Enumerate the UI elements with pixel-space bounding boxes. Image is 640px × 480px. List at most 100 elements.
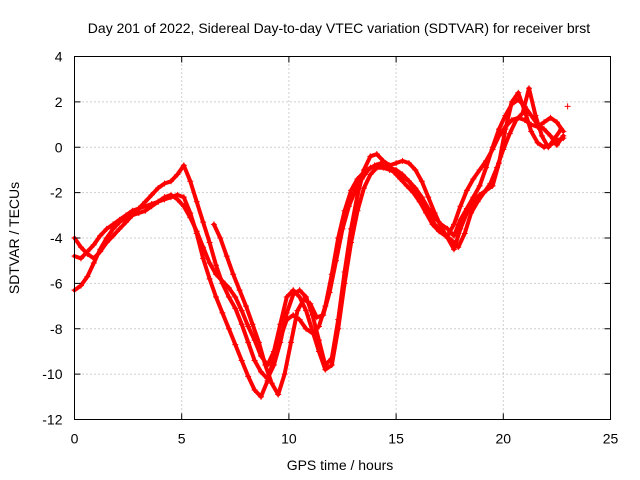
data-point (213, 271, 220, 278)
data-point (167, 191, 174, 198)
data-point (213, 293, 220, 300)
data-point (487, 180, 494, 187)
data-point (489, 144, 496, 151)
data-point (255, 339, 262, 346)
data-point (333, 257, 340, 264)
data-point (322, 366, 329, 373)
data-point (481, 189, 488, 196)
data-point (412, 185, 419, 192)
data-point (418, 178, 425, 185)
series-track-2 (71, 89, 567, 382)
data-point (213, 262, 220, 269)
chart-title: Day 201 of 2022, Sidereal Day-to-day VTE… (88, 20, 590, 36)
data-point (238, 357, 245, 364)
data-point (281, 371, 288, 378)
data-point (270, 362, 277, 369)
series-line (211, 86, 564, 397)
data-point (296, 293, 303, 300)
data-point (354, 207, 361, 214)
data-point (461, 230, 468, 237)
data-point (142, 198, 149, 205)
data-point (277, 339, 284, 346)
x-tick-label: 15 (388, 431, 404, 447)
data-point (77, 244, 84, 251)
x-tick-label: 5 (178, 431, 186, 447)
data-point (513, 117, 520, 124)
data-point (223, 253, 230, 260)
data-point (538, 132, 545, 139)
data-point (348, 239, 355, 246)
data-point (326, 289, 333, 296)
data-point (142, 207, 149, 214)
data-point (393, 160, 400, 167)
data-point (206, 275, 213, 282)
data-point (315, 348, 322, 355)
data-point (180, 162, 187, 169)
x-tick-label: 20 (496, 431, 512, 447)
data-point (429, 221, 436, 228)
outlier-point (564, 103, 571, 110)
data-point (180, 203, 187, 210)
data-point (457, 203, 464, 210)
data-point (418, 194, 425, 201)
data-point (470, 194, 477, 201)
x-tick-label: 25 (603, 431, 619, 447)
data-point (225, 293, 232, 300)
data-point (455, 244, 462, 251)
data-point (425, 205, 432, 212)
data-point (378, 160, 385, 167)
data-point (320, 312, 327, 319)
data-point (236, 287, 243, 294)
data-point (97, 232, 104, 239)
y-tick-label: 2 (55, 94, 63, 110)
data-point (515, 96, 522, 103)
data-point (519, 110, 526, 117)
data-point (243, 303, 250, 310)
data-point (245, 339, 252, 346)
data-point (502, 112, 509, 119)
data-point (309, 328, 316, 335)
data-point (560, 132, 567, 139)
data-point (210, 221, 217, 228)
data-point (268, 380, 275, 387)
data-point (313, 314, 320, 321)
data-point (245, 373, 252, 380)
data-point (116, 219, 123, 226)
data-point (110, 232, 117, 239)
series-track-4 (210, 85, 565, 398)
x-tick-label: 0 (71, 431, 79, 447)
data-point (508, 101, 515, 108)
data-point (457, 216, 464, 223)
data-point (288, 339, 295, 346)
data-point (384, 162, 391, 169)
data-point (161, 180, 168, 187)
data-point (476, 166, 483, 173)
data-point (399, 157, 406, 164)
data-point (232, 341, 239, 348)
axis-ticks: 0 5 10 15 20 25 -12 -10 -8 -6 -4 -2 0 2 4 (42, 49, 618, 447)
data-point (470, 176, 477, 183)
data-point (155, 185, 162, 192)
data-point (230, 271, 237, 278)
data-point (551, 135, 558, 142)
y-tick-label: 4 (55, 49, 63, 65)
data-point (200, 244, 207, 251)
data-point (97, 246, 104, 253)
data-point (296, 287, 303, 294)
data-point (174, 171, 181, 178)
data-point (251, 387, 258, 394)
data-point (129, 212, 136, 219)
data-point (148, 191, 155, 198)
data-point (450, 232, 457, 239)
data-point (219, 309, 226, 316)
data-point (474, 198, 481, 205)
data-point (450, 246, 457, 253)
data-point (425, 194, 432, 201)
data-point (506, 130, 513, 137)
data-point (345, 203, 352, 210)
data-point (339, 225, 346, 232)
data-point (423, 210, 430, 217)
data-point (77, 255, 84, 262)
data-point (161, 194, 168, 201)
data-point (103, 225, 110, 232)
